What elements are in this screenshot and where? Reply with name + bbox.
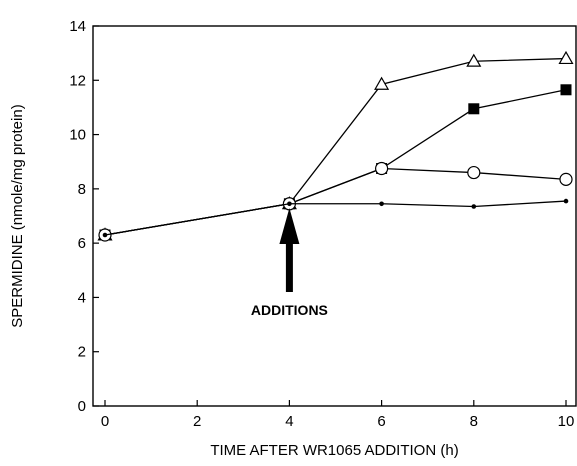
x-tick-label: 6 [377,413,385,430]
data-point-circle [375,161,389,176]
data-point-dot [287,201,292,207]
series-open-circle [98,161,573,242]
y-tick-label: 12 [69,72,86,89]
y-tick-label: 14 [69,18,86,35]
series-line [104,89,567,236]
data-point-square [468,103,480,115]
series-small-dot [102,198,569,238]
data-point-dot [379,201,384,207]
x-tick-label: 10 [558,413,575,430]
y-tick-label: 2 [78,344,86,361]
y-tick-label: 0 [78,398,86,415]
data-point-dot [102,232,108,238]
data-point-circle [467,165,481,180]
series-line [104,57,567,236]
x-tick-label: 8 [470,413,478,430]
series-line [104,200,567,236]
series-line [104,167,567,236]
data-point-triangle [374,76,390,90]
y-tick-label: 4 [78,289,86,306]
data-point-triangle [466,53,482,67]
data-point-dot [563,198,569,204]
ticks: 0 2 4 6 8 10 0 2 4 6 8 10 12 14 [69,18,574,430]
plot-frame [92,25,577,407]
data-point-triangle [558,50,574,65]
x-tick-label: 2 [193,413,201,430]
additions-annotation: ADDITIONS [251,208,328,318]
x-axis-title: TIME AFTER WR1065 ADDITION (h) [210,442,458,459]
annotation-layer: ADDITIONS [251,208,328,318]
axes [92,25,577,407]
series-open-triangle [97,50,574,241]
data-point-circle [559,172,573,186]
additions-label: ADDITIONS [251,302,328,318]
series-filled-square [99,84,572,241]
series-layer [97,50,574,242]
arrow-head [279,208,300,244]
y-tick-label: 8 [78,181,86,198]
data-point-square [560,84,572,96]
arrow-shaft [285,240,293,292]
y-axis-title: SPERMIDINE (nmole/mg protein) [9,104,26,327]
y-tick-label: 10 [69,127,86,144]
y-tick-label: 6 [78,235,86,252]
x-tick-label: 4 [285,413,293,430]
data-point-dot [471,204,477,209]
x-tick-label: 0 [101,413,109,430]
